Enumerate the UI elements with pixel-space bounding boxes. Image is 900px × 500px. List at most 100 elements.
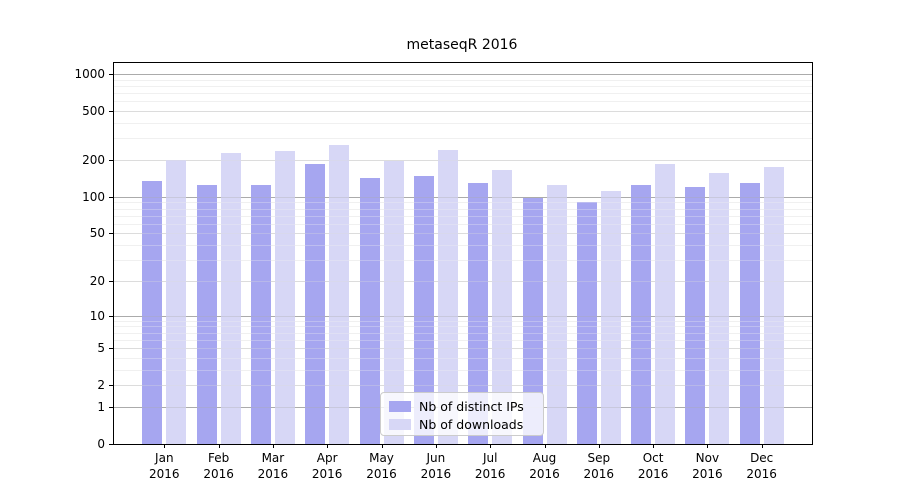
legend-swatch-downloads bbox=[389, 418, 411, 430]
y-tick-label: 2 bbox=[97, 378, 105, 393]
y-tick-mark bbox=[109, 74, 113, 75]
gridline bbox=[114, 326, 812, 328]
gridline bbox=[114, 280, 812, 282]
gridline bbox=[114, 315, 812, 317]
gridline bbox=[114, 74, 812, 75]
gridline bbox=[114, 93, 812, 95]
y-tick-label: 100 bbox=[82, 189, 105, 204]
x-tick-mark bbox=[653, 444, 655, 448]
bar bbox=[576, 202, 597, 444]
gridline bbox=[114, 348, 812, 349]
y-tick-label: 1000 bbox=[74, 67, 105, 81]
bar bbox=[274, 150, 295, 444]
y-tick-label: 50 bbox=[89, 226, 105, 241]
gridline bbox=[114, 223, 812, 225]
x-tick-label: Feb 2016 bbox=[203, 451, 234, 481]
bar bbox=[329, 145, 350, 444]
x-tick-mark bbox=[218, 444, 220, 448]
bar bbox=[220, 153, 241, 444]
bar bbox=[631, 184, 652, 444]
y-tick-mark bbox=[109, 196, 113, 198]
gridline bbox=[114, 160, 812, 161]
gridline bbox=[114, 339, 812, 341]
bar bbox=[196, 185, 217, 444]
gridline bbox=[114, 369, 812, 371]
y-tick-label: 500 bbox=[82, 104, 105, 119]
y-tick-mark bbox=[109, 111, 113, 113]
y-tick-label: 0 bbox=[97, 437, 105, 451]
y-tick-label: 200 bbox=[82, 153, 105, 167]
y-tick-mark bbox=[109, 348, 113, 349]
bar bbox=[522, 197, 543, 444]
x-tick-label: Jan 2016 bbox=[149, 451, 180, 481]
bar bbox=[305, 163, 326, 444]
y-tick-mark bbox=[109, 406, 113, 408]
bar bbox=[709, 173, 730, 444]
x-tick-mark bbox=[327, 444, 329, 448]
bar bbox=[166, 160, 187, 444]
bar bbox=[437, 149, 458, 444]
x-tick-label: May 2016 bbox=[366, 451, 397, 481]
bar bbox=[250, 184, 271, 444]
y-tick-mark bbox=[109, 315, 113, 317]
gridline bbox=[114, 202, 812, 204]
bar bbox=[546, 185, 567, 444]
legend-item-downloads: Nb of downloads bbox=[389, 416, 543, 432]
bars-layer bbox=[114, 63, 812, 444]
bar bbox=[142, 181, 163, 444]
x-tick-mark bbox=[598, 444, 600, 448]
gridline bbox=[114, 215, 812, 217]
bar bbox=[763, 166, 784, 444]
gridline bbox=[114, 79, 812, 81]
y-tick-label: 1 bbox=[97, 399, 105, 414]
bar bbox=[600, 190, 621, 444]
gridline bbox=[114, 111, 812, 113]
gridline bbox=[114, 101, 812, 103]
gridline bbox=[114, 138, 812, 140]
legend-label-distinct-ips: Nb of distinct IPs bbox=[419, 398, 524, 414]
x-tick-label: Oct 2016 bbox=[637, 451, 669, 481]
gridline bbox=[114, 332, 812, 334]
bar bbox=[739, 182, 760, 444]
gridline bbox=[114, 208, 812, 210]
x-tick-label: Mar 2016 bbox=[257, 451, 289, 481]
y-tick-label: 5 bbox=[97, 341, 105, 355]
x-tick-mark bbox=[707, 444, 709, 448]
x-tick-mark bbox=[381, 444, 383, 448]
legend-swatch-distinct-ips bbox=[389, 400, 411, 412]
x-tick-label: Nov 2016 bbox=[692, 451, 723, 481]
gridlines-layer bbox=[114, 63, 812, 444]
x-tick-label: Apr 2016 bbox=[311, 451, 343, 481]
y-tick-mark bbox=[109, 160, 113, 161]
bar bbox=[655, 164, 676, 444]
legend: Nb of distinct IPs Nb of downloads bbox=[380, 392, 544, 436]
plot-area bbox=[113, 62, 813, 445]
bar bbox=[359, 178, 380, 444]
chart-title: metaseqR 2016 bbox=[406, 37, 518, 53]
bar bbox=[413, 175, 434, 444]
x-tick-label: Jun 2016 bbox=[420, 451, 452, 481]
legend-label-downloads: Nb of downloads bbox=[419, 416, 524, 432]
gridline bbox=[114, 196, 812, 198]
gridline bbox=[114, 245, 812, 247]
gridline bbox=[114, 260, 812, 262]
y-tick-mark bbox=[109, 385, 113, 387]
x-tick-mark bbox=[435, 444, 437, 448]
x-tick-label: Dec 2016 bbox=[746, 451, 777, 481]
gridline bbox=[114, 320, 812, 322]
y-tick-mark bbox=[109, 233, 113, 235]
gridline bbox=[114, 85, 812, 87]
x-tick-label: Aug 2016 bbox=[529, 451, 560, 481]
gridline bbox=[114, 385, 812, 387]
legend-item-distinct-ips: Nb of distinct IPs bbox=[389, 398, 543, 414]
y-tick-label: 10 bbox=[89, 308, 105, 323]
bar bbox=[685, 187, 706, 444]
bar bbox=[468, 183, 489, 444]
bar bbox=[492, 169, 513, 444]
y-tick-label: 20 bbox=[89, 273, 105, 288]
gridline bbox=[114, 123, 812, 124]
x-tick-label: Jul 2016 bbox=[474, 451, 506, 481]
x-tick-mark bbox=[272, 444, 274, 448]
x-tick-mark bbox=[490, 444, 492, 448]
